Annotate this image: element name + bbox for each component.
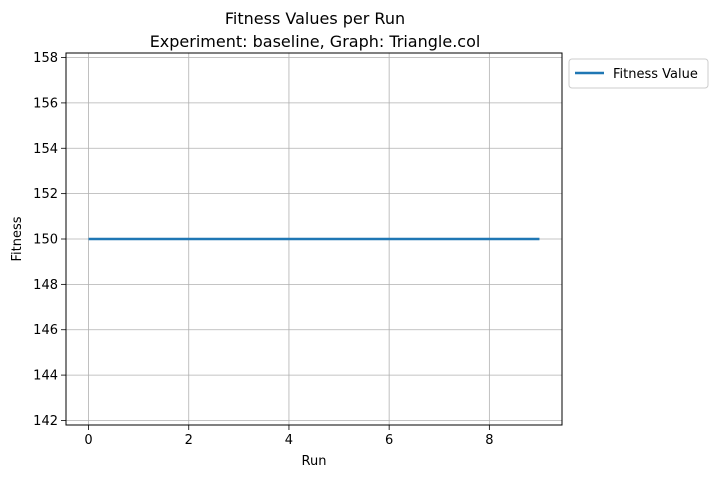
legend: Fitness Value <box>568 58 709 89</box>
y-tick-label: 154 <box>33 142 58 157</box>
y-axis-label: Fitness <box>10 216 25 261</box>
y-tick-label: 142 <box>33 414 58 429</box>
y-tick-label: 150 <box>33 233 58 248</box>
y-tick-label: 148 <box>33 278 58 293</box>
x-tick-label: 2 <box>185 433 193 448</box>
x-tick-label: 4 <box>285 433 293 448</box>
y-tick-label: 156 <box>33 96 58 111</box>
y-tick-label: 158 <box>33 51 58 66</box>
plot-area-frame <box>65 52 563 426</box>
legend-label-fitness-value: Fitness Value <box>613 67 698 82</box>
chart-title: Fitness Values per Run <box>225 9 405 28</box>
chart-subtitle: Experiment: baseline, Graph: Triangle.co… <box>150 32 481 51</box>
axis-ticks: 0 2 4 6 8 142 144 146 148 150 152 154 156 158 <box>33 51 493 448</box>
y-tick-label: 144 <box>33 369 58 384</box>
x-axis-label: Run <box>302 454 327 469</box>
y-tick-label: 146 <box>33 323 58 338</box>
x-tick-label: 8 <box>485 433 493 448</box>
legend-box <box>568 58 709 89</box>
x-tick-label: 6 <box>385 433 393 448</box>
y-tick-label: 152 <box>33 187 58 202</box>
x-tick-label: 0 <box>84 433 92 448</box>
